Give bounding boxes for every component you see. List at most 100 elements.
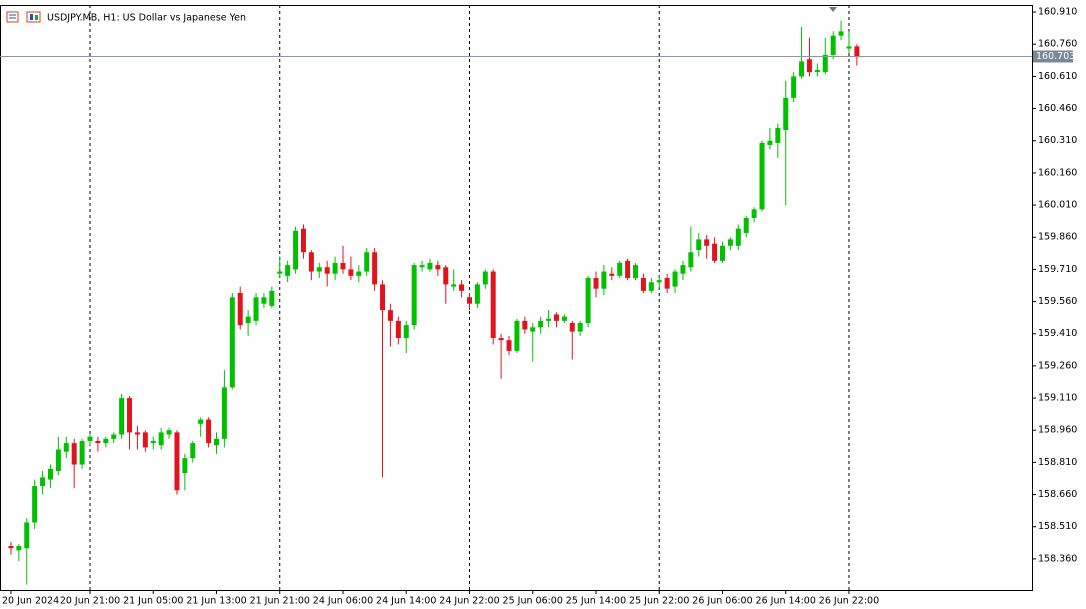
candle-body	[190, 443, 196, 459]
candle-body	[688, 252, 694, 268]
icon	[26, 11, 41, 23]
candle-body	[451, 284, 457, 287]
candle-body	[625, 260, 631, 278]
candle-body	[293, 230, 299, 270]
last-price-label: 160.703	[1036, 51, 1075, 62]
y-tick-label: 159.110	[1038, 393, 1077, 404]
candle-body	[656, 280, 662, 283]
candle-body	[8, 546, 14, 549]
candle-body	[514, 320, 520, 351]
icon	[30, 14, 33, 20]
candle-body	[237, 292, 243, 326]
candle-body	[411, 265, 417, 326]
x-tick-label: 25 Jun 06:00	[503, 596, 563, 607]
candle-body	[538, 320, 544, 328]
candle-body	[300, 228, 306, 253]
x-tick-label: 20 Jun 2024	[2, 596, 59, 607]
candle-body	[47, 468, 53, 480]
candle-body	[759, 142, 765, 210]
candle-body	[791, 76, 797, 98]
x-tick-label: 26 Jun 22:00	[819, 596, 879, 607]
y-tick-label: 158.360	[1038, 553, 1077, 564]
candle-body	[364, 252, 370, 272]
candle-body	[482, 271, 488, 285]
x-tick-label: 20 Jun 21:00	[60, 596, 120, 607]
icon	[6, 11, 19, 23]
candle-body	[767, 140, 773, 146]
candle-body	[751, 209, 757, 218]
x-tick-label: 24 Jun 06:00	[313, 596, 373, 607]
candle-body	[838, 31, 844, 36]
candle-body	[395, 320, 401, 339]
candle-body	[119, 398, 125, 435]
candle-body	[403, 325, 409, 339]
candle-body	[24, 522, 30, 549]
candle-body	[712, 243, 718, 261]
candle-body	[743, 217, 749, 233]
candle-body	[459, 284, 465, 291]
candle-body	[324, 267, 330, 274]
candle-body	[87, 436, 93, 441]
y-tick-label: 159.260	[1038, 360, 1077, 371]
candle-body	[71, 443, 77, 465]
y-tick-label: 159.410	[1038, 328, 1077, 339]
candle-body	[799, 61, 805, 77]
plot-frame	[0, 5, 1033, 591]
candle-body	[577, 323, 583, 332]
y-tick-label: 158.960	[1038, 425, 1077, 436]
x-tick-label: 21 Jun 13:00	[186, 596, 246, 607]
candle-body	[814, 69, 820, 73]
candle-body	[680, 265, 686, 274]
candle-body	[269, 290, 275, 306]
candle-body	[150, 440, 156, 444]
candle-body	[553, 314, 559, 321]
x-tick-label: 25 Jun 14:00	[566, 596, 626, 607]
candle-body	[561, 316, 567, 321]
y-tick-label: 160.910	[1038, 7, 1077, 18]
candle-body	[696, 239, 702, 251]
y-tick-label: 160.310	[1038, 135, 1077, 146]
candle-body	[585, 277, 591, 324]
candle-body	[206, 419, 212, 444]
candle-body	[640, 277, 646, 291]
last-price-tag	[1033, 50, 1073, 63]
candle-body	[332, 262, 338, 274]
y-tick-label: 159.560	[1038, 296, 1077, 307]
candle-body	[846, 46, 852, 49]
x-tick-label: 26 Jun 06:00	[692, 596, 752, 607]
candle-body	[166, 430, 172, 435]
candle-body	[261, 297, 267, 304]
icon	[35, 15, 38, 20]
candle-body	[213, 438, 219, 446]
candle-body	[372, 252, 378, 285]
candle-body	[55, 449, 61, 471]
candle-body	[664, 277, 670, 289]
y-tick-label: 160.760	[1038, 39, 1077, 50]
candle-body	[530, 327, 536, 332]
candle-body	[308, 252, 314, 272]
candle-body	[285, 265, 291, 276]
symbol-icons	[6, 11, 41, 23]
candle-body	[546, 318, 552, 321]
candle-body	[648, 282, 654, 291]
x-tick-label: 25 Jun 22:00	[629, 596, 689, 607]
candle-body	[182, 458, 188, 474]
candle-body	[854, 46, 860, 58]
chart-title: USDJPY.MB, H1: US Dollar vs Japanese Yen	[47, 13, 246, 24]
candle-body	[229, 297, 235, 388]
candle-body	[466, 297, 472, 304]
candle-body	[783, 97, 789, 131]
x-tick-label: 24 Jun 14:00	[376, 596, 436, 607]
candle-body	[490, 271, 496, 339]
candle-body	[142, 432, 148, 448]
candle-body	[387, 310, 393, 321]
y-tick-label: 159.860	[1038, 232, 1077, 243]
candle-body	[704, 239, 710, 246]
y-tick-label: 159.710	[1038, 264, 1077, 275]
y-tick-label: 160.010	[1038, 200, 1077, 211]
candle-body	[95, 440, 101, 444]
candle-body	[633, 265, 639, 278]
y-tick-label: 158.510	[1038, 521, 1077, 532]
